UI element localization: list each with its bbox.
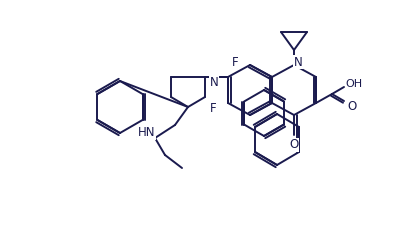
Text: O: O	[290, 139, 299, 151]
Text: OH: OH	[345, 79, 362, 89]
Text: N: N	[294, 56, 303, 68]
Text: F: F	[232, 56, 238, 68]
Text: HN: HN	[138, 126, 156, 140]
Text: O: O	[347, 99, 357, 112]
Text: F: F	[210, 101, 216, 115]
Text: N: N	[210, 76, 219, 88]
